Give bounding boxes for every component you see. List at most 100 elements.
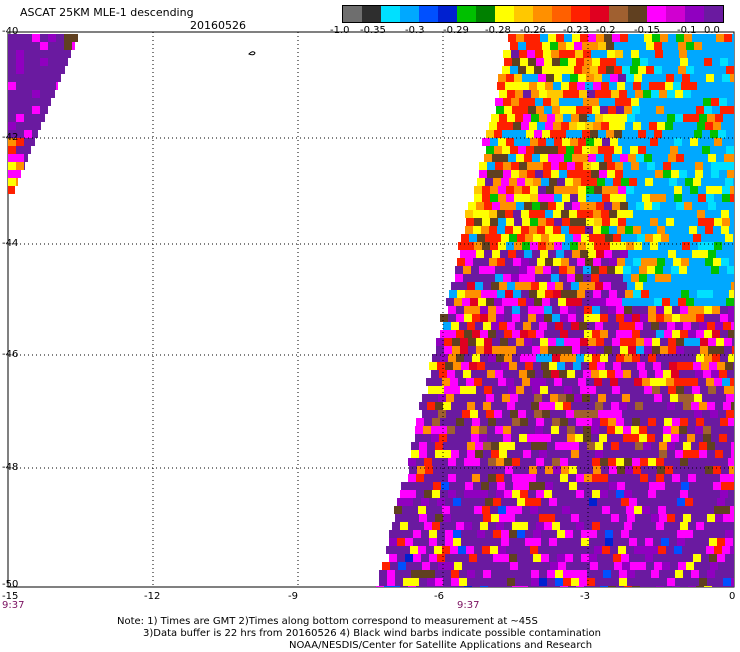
swath-pixel: [532, 338, 540, 346]
swath-pixel: [682, 138, 690, 146]
swath-pixel: [706, 242, 714, 250]
swath-pixel: [624, 458, 632, 466]
swath-pixel: [564, 346, 572, 354]
swath-pixel: [702, 410, 710, 418]
swath-pixel: [450, 378, 458, 386]
swath-pixel: [515, 578, 523, 586]
swath-pixel: [591, 426, 599, 434]
swath-pixel: [672, 106, 680, 114]
swath-pixel: [637, 178, 645, 186]
swath-pixel: [720, 330, 728, 338]
swath-pixel: [562, 506, 570, 514]
swath-pixel: [649, 122, 657, 130]
swath-pixel: [602, 194, 610, 202]
swath-pixel: [628, 250, 636, 258]
swath-pixel: [718, 146, 726, 154]
swath-pixel: [40, 82, 48, 90]
swath-pixel: [515, 514, 523, 522]
swath-pixel: [554, 186, 562, 194]
swath-pixel: [699, 450, 707, 458]
swath-pixel: [606, 130, 614, 138]
lat-label-48: -48: [2, 462, 19, 473]
swath-pixel: [573, 498, 581, 506]
swath-pixel: [635, 282, 643, 290]
swath-pixel: [625, 290, 633, 298]
swath-pixel: [642, 194, 650, 202]
swath-pixel: [641, 226, 649, 234]
swath-pixel: [613, 554, 621, 562]
swath-pixel: [609, 210, 617, 218]
swath-pixel: [464, 458, 472, 466]
swath-pixel: [663, 162, 671, 170]
swath-pixel: [512, 474, 520, 482]
swath-pixel: [629, 234, 637, 242]
swath-pixel: [677, 178, 685, 186]
swath-pixel: [644, 346, 652, 354]
swath-pixel: [587, 570, 595, 578]
swath-pixel: [440, 314, 448, 322]
swath-pixel: [628, 338, 636, 346]
swath-pixel: [529, 210, 537, 218]
swath-pixel: [657, 210, 665, 218]
swath-pixel: [565, 530, 573, 538]
swath-pixel: [691, 570, 699, 578]
swath-pixel: [624, 330, 632, 338]
swath-pixel: [450, 546, 458, 554]
swath-pixel: [657, 122, 665, 130]
swath-pixel: [664, 474, 672, 482]
swath-pixel: [419, 570, 427, 578]
swath-pixel: [576, 306, 584, 314]
swath-pixel: [488, 586, 496, 587]
swath-pixel: [494, 146, 502, 154]
swath-pixel: [648, 458, 656, 466]
swath-pixel: [635, 514, 643, 522]
swath-pixel: [699, 114, 707, 122]
swath-pixel: [519, 50, 527, 58]
swath-pixel: [595, 450, 603, 458]
swath-pixel: [465, 482, 473, 490]
swath-pixel: [506, 138, 514, 146]
swath-pixel: [539, 514, 547, 522]
swath-pixel: [669, 498, 677, 506]
swath-pixel: [529, 290, 537, 298]
swath-pixel: [719, 162, 727, 170]
swath-pixel: [492, 386, 500, 394]
swath-pixel: [448, 354, 456, 362]
swath-pixel: [480, 474, 488, 482]
swath-pixel: [432, 474, 440, 482]
swath-pixel: [48, 74, 56, 82]
swath-pixel: [597, 178, 605, 186]
swath-pixel: [581, 362, 589, 370]
swath-pixel: [392, 586, 400, 587]
swath-pixel: [620, 154, 628, 162]
swath-pixel: [698, 378, 706, 386]
swath-pixel: [413, 554, 421, 562]
swath-pixel: [579, 282, 587, 290]
swath-pixel: [487, 370, 495, 378]
swath-pixel: [598, 130, 606, 138]
swath-pixel: [451, 570, 459, 578]
swath-pixel: [703, 170, 711, 178]
swath-pixel: [424, 490, 432, 498]
swath-pixel: [515, 402, 523, 410]
swath-pixel: [657, 82, 665, 90]
swath-pixel: [665, 466, 673, 474]
swath-pixel: [431, 426, 439, 434]
swath-pixel: [8, 106, 16, 114]
swath-pixel: [681, 290, 689, 298]
swath-pixel: [590, 410, 598, 418]
swath-pixel: [534, 562, 542, 570]
swath-pixel: [525, 362, 533, 370]
swath-pixel: [579, 514, 587, 522]
swath-pixel: [387, 578, 395, 586]
swath-pixel: [528, 418, 536, 426]
swath-pixel: [419, 450, 427, 458]
swath-pixel: [543, 370, 551, 378]
swath-pixel: [676, 338, 684, 346]
swath-pixel: [535, 426, 543, 434]
swath-pixel: [517, 554, 525, 562]
swath-pixel: [704, 474, 712, 482]
swath-pixel: [533, 178, 541, 186]
swath-pixel: [558, 146, 566, 154]
swath-pixel: [716, 154, 724, 162]
